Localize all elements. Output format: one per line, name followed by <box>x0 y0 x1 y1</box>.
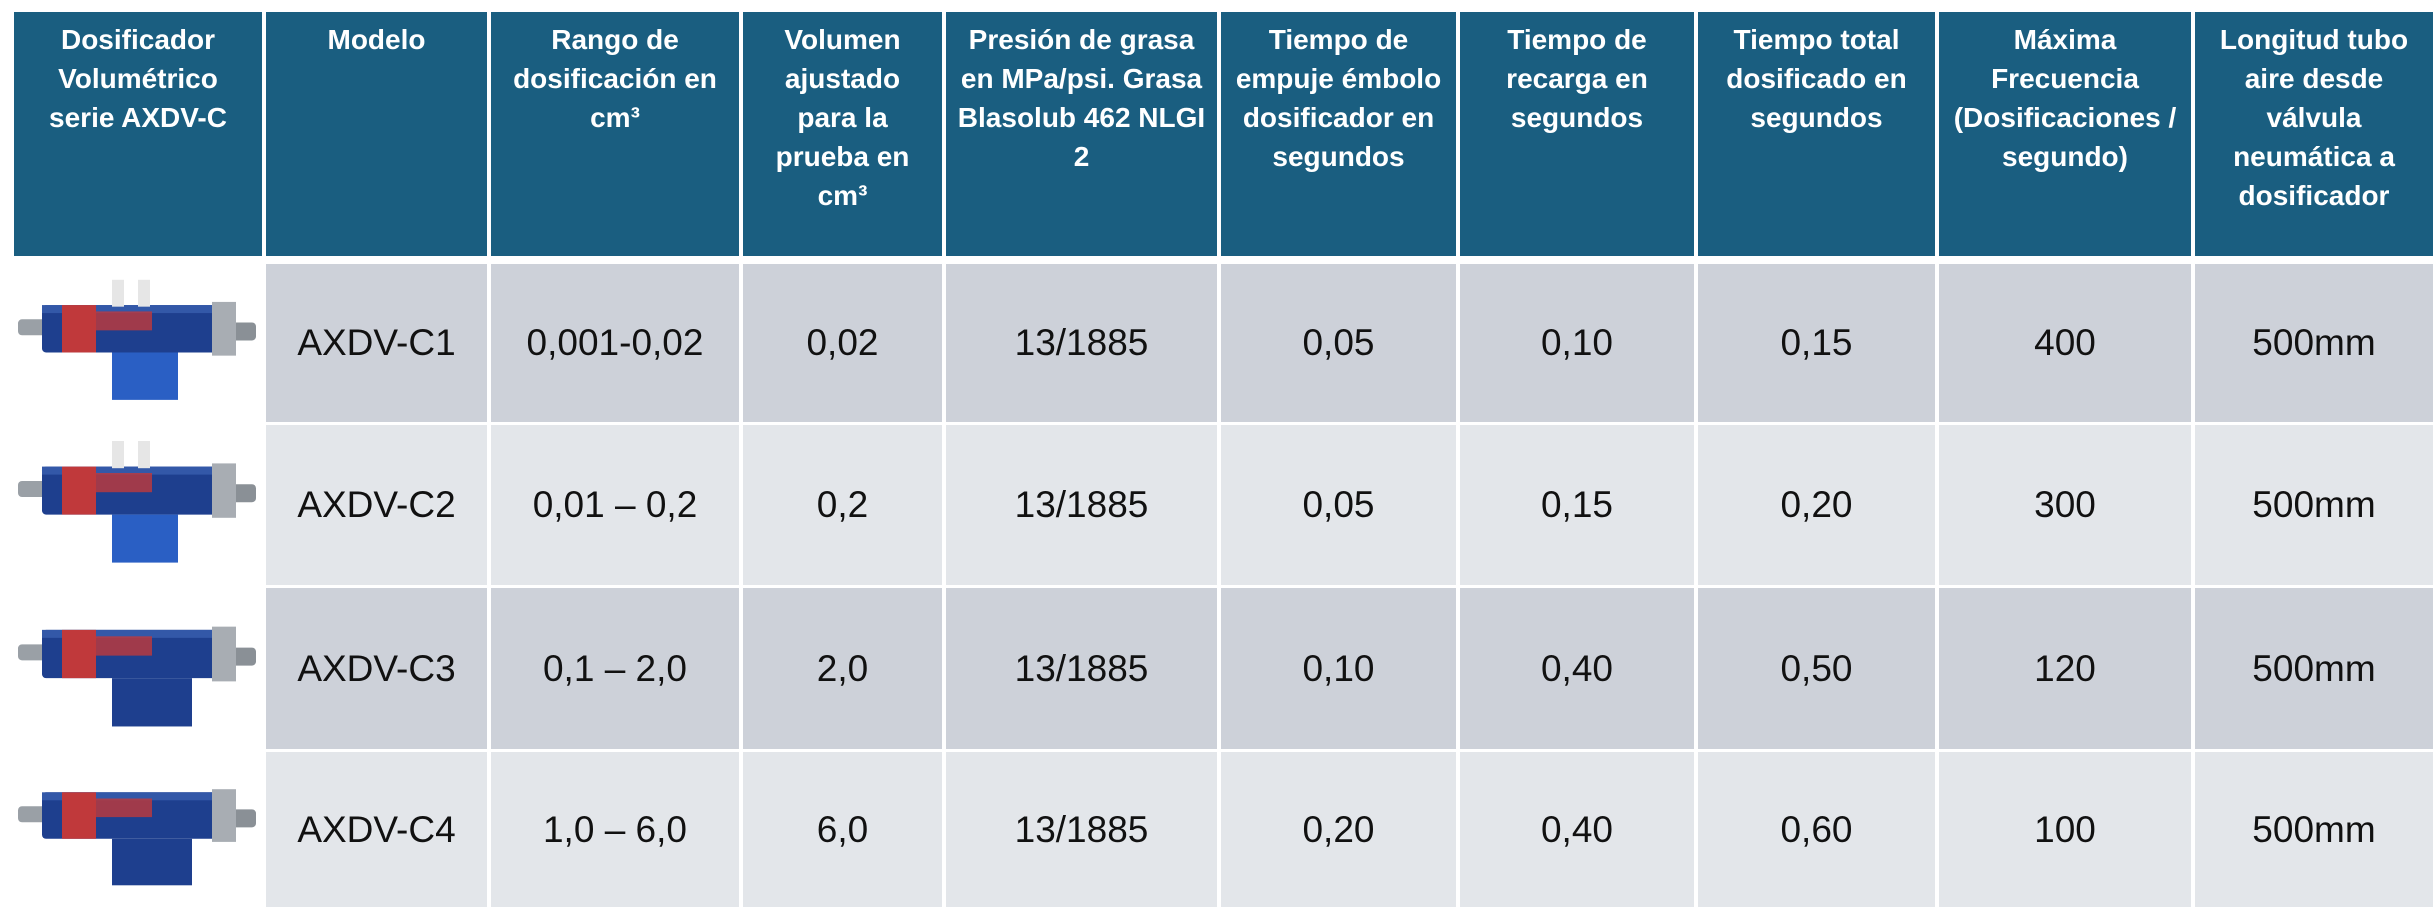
table-cell: 300 <box>1939 425 2191 585</box>
table-cell: 120 <box>1939 588 2191 749</box>
header-cell: Tiempo de empuje émbolo dosificador en s… <box>1221 12 1456 256</box>
product-image <box>12 752 262 907</box>
header-cell: Longitud tubo aire desde válvula neumáti… <box>2195 12 2433 256</box>
header-cell: Rango de dosificación en cm³ <box>491 12 739 256</box>
header-cell: Máxima Frecuencia (Dosificaciones / segu… <box>1939 12 2191 256</box>
table-cell: AXDV-C3 <box>266 588 487 749</box>
table-cell: 0,20 <box>1221 752 1456 907</box>
table-cell: 500mm <box>2195 264 2433 422</box>
table-cell: 0,20 <box>1698 425 1935 585</box>
table-cell: 0,50 <box>1698 588 1935 749</box>
table-cell: 500mm <box>2195 425 2433 585</box>
table-cell: 400 <box>1939 264 2191 422</box>
product-image <box>12 264 262 422</box>
header-cell: Volumen ajustado para la prueba en cm³ <box>743 12 942 256</box>
table-cell: 500mm <box>2195 588 2433 749</box>
table-cell: 0,40 <box>1460 752 1694 907</box>
table-cell: 0,01 – 0,2 <box>491 425 739 585</box>
header-cell: Modelo <box>266 12 487 256</box>
product-photo <box>12 425 262 585</box>
header-cell: Tiempo total dosificado en segundos <box>1698 12 1935 256</box>
product-photo <box>12 588 262 749</box>
table-cell: 0,15 <box>1460 425 1694 585</box>
product-image <box>12 425 262 585</box>
table-cell: 0,001-0,02 <box>491 264 739 422</box>
table-cell: 13/1885 <box>946 264 1217 422</box>
table-cell: 1,0 – 6,0 <box>491 752 739 907</box>
table-cell: AXDV-C1 <box>266 264 487 422</box>
table-cell: 0,02 <box>743 264 942 422</box>
table-cell: 0,15 <box>1698 264 1935 422</box>
table-cell: 13/1885 <box>946 588 1217 749</box>
product-image <box>12 588 262 749</box>
table-cell: 0,05 <box>1221 264 1456 422</box>
table-cell: AXDV-C4 <box>266 752 487 907</box>
table-cell: 500mm <box>2195 752 2433 907</box>
header-cell: Presión de grasa en MPa/psi. Grasa Blaso… <box>946 12 1217 256</box>
table-cell: 0,2 <box>743 425 942 585</box>
table-cell: AXDV-C2 <box>266 425 487 585</box>
table-cell: 2,0 <box>743 588 942 749</box>
table-cell: 13/1885 <box>946 425 1217 585</box>
table-cell: 0,05 <box>1221 425 1456 585</box>
table-cell: 100 <box>1939 752 2191 907</box>
table-cell: 0,10 <box>1460 264 1694 422</box>
header-cell: Tiempo de recarga en segundos <box>1460 12 1694 256</box>
product-photo <box>12 752 262 907</box>
table-cell: 0,1 – 2,0 <box>491 588 739 749</box>
table-cell: 13/1885 <box>946 752 1217 907</box>
spec-table: Dosificador Volumétrico serie AXDV-CMode… <box>0 0 2435 907</box>
table-cell: 0,60 <box>1698 752 1935 907</box>
table-cell: 0,40 <box>1460 588 1694 749</box>
header-cell: Dosificador Volumétrico serie AXDV-C <box>14 12 262 256</box>
product-photo <box>12 264 262 422</box>
table-cell: 6,0 <box>743 752 942 907</box>
table-cell: 0,10 <box>1221 588 1456 749</box>
